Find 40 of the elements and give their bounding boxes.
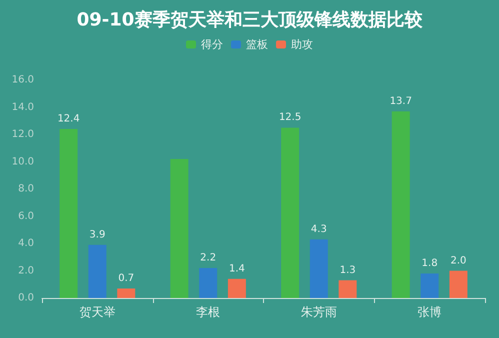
data-label: 1.8 bbox=[422, 258, 438, 269]
bar bbox=[310, 239, 328, 298]
data-label: 4.3 bbox=[310, 224, 327, 235]
data-label: 0.7 bbox=[118, 272, 134, 284]
y-tick-label: 16.0 bbox=[12, 74, 34, 86]
bar bbox=[117, 288, 136, 298]
y-tick-label: 4.0 bbox=[18, 238, 34, 249]
y-tick-label: 2.0 bbox=[18, 265, 34, 276]
data-label: 12.5 bbox=[278, 112, 302, 124]
data-label: 1.4 bbox=[228, 263, 245, 274]
y-tick-label: 12.0 bbox=[12, 129, 34, 140]
data-label: 2.0 bbox=[450, 255, 466, 266]
bar bbox=[392, 111, 410, 298]
data-label: 13.7 bbox=[390, 96, 412, 107]
data-label: 1.3 bbox=[340, 264, 356, 276]
x-tick-label: 张博 bbox=[418, 305, 442, 319]
legend-label: 得分 bbox=[201, 38, 223, 51]
x-tick-label: 贺天举 bbox=[79, 305, 116, 319]
bar bbox=[420, 273, 439, 298]
legend-label: 助攻 bbox=[291, 38, 313, 51]
y-tick-label: 0.0 bbox=[18, 292, 34, 304]
chart-title: 09-10赛季贺天举和三大顶级锋线数据比较 bbox=[76, 10, 424, 30]
bar bbox=[281, 128, 300, 298]
y-tick-label: 10.0 bbox=[12, 156, 34, 168]
bar bbox=[449, 270, 468, 298]
bar bbox=[199, 268, 218, 298]
y-tick-label: 14.0 bbox=[12, 102, 34, 113]
data-label: 2.2 bbox=[200, 252, 216, 264]
y-tick-label: 6.0 bbox=[18, 210, 34, 222]
bar bbox=[228, 278, 246, 298]
x-tick-label: 朱芳雨 bbox=[300, 305, 337, 319]
bar bbox=[88, 244, 106, 298]
bar bbox=[60, 129, 78, 298]
bar bbox=[338, 280, 357, 298]
y-tick-label: 8.0 bbox=[18, 184, 34, 194]
bar bbox=[170, 159, 188, 298]
x-tick-label: 李根 bbox=[196, 305, 220, 319]
legend-label: 篮板 bbox=[246, 38, 268, 51]
data-label: 3.9 bbox=[89, 229, 106, 240]
data-label: 12.4 bbox=[57, 114, 80, 125]
